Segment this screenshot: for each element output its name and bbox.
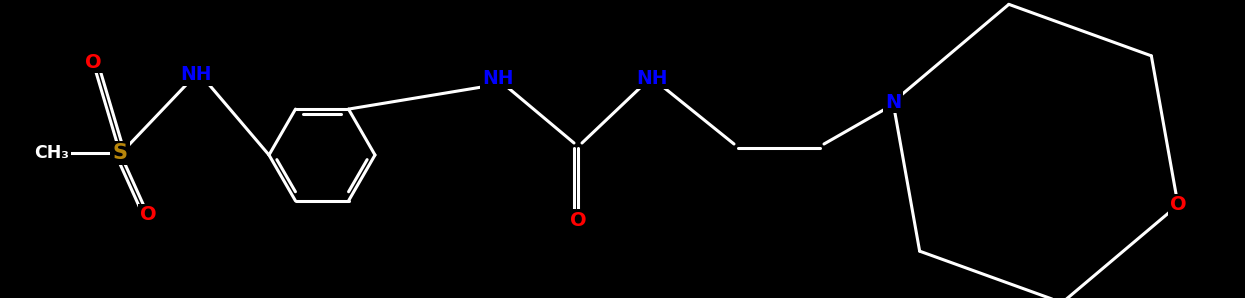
- Text: O: O: [570, 210, 586, 229]
- Text: S: S: [112, 143, 127, 163]
- Text: CH₃: CH₃: [35, 144, 70, 162]
- Text: N: N: [885, 92, 901, 111]
- Text: O: O: [85, 52, 101, 72]
- Text: NH: NH: [636, 69, 667, 88]
- Text: O: O: [1170, 195, 1186, 215]
- Text: NH: NH: [181, 66, 212, 85]
- Text: NH: NH: [482, 69, 514, 88]
- Text: O: O: [139, 206, 157, 224]
